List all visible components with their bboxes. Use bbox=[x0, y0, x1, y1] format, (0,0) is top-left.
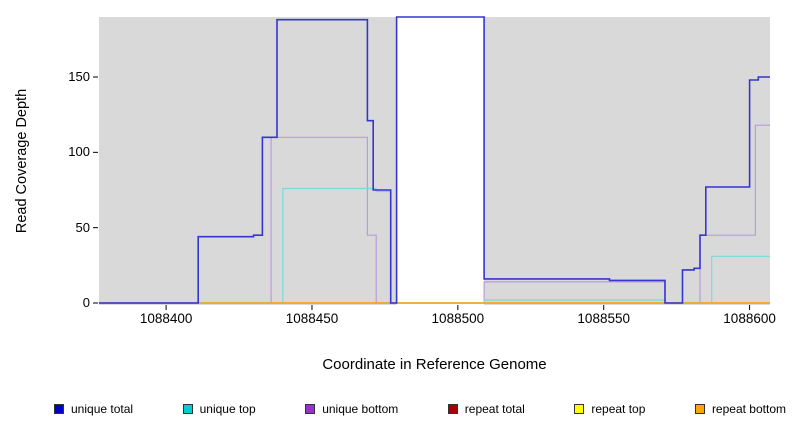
legend-item-unique-total: unique total bbox=[54, 402, 133, 416]
legend-swatch-unique-total bbox=[54, 404, 64, 414]
legend-item-unique-top: unique top bbox=[182, 402, 256, 416]
legend-swatch-repeat-total bbox=[447, 404, 458, 414]
y-tick-label: 50 bbox=[75, 219, 90, 235]
y-tick-label: 0 bbox=[82, 295, 90, 310]
x-tick-label: 1088550 bbox=[577, 311, 630, 326]
y-tick-label: 150 bbox=[68, 69, 90, 84]
x-tick-label: 1088450 bbox=[285, 311, 339, 326]
legend-swatch-unique-top bbox=[182, 404, 193, 414]
series-line-unique-total bbox=[99, 16, 770, 304]
legend-swatch-unique-bottom bbox=[305, 404, 316, 414]
legend-swatch-repeat-top bbox=[574, 404, 585, 414]
legend-item-repeat-bottom: repeat bottom bbox=[694, 402, 786, 416]
legend-label-repeat-bottom: repeat bottom bbox=[711, 402, 786, 416]
legend-label-unique-total: unique total bbox=[71, 402, 134, 416]
x-axis-label: Coordinate in Reference Genome bbox=[322, 356, 547, 373]
x-tick-label: 1088600 bbox=[723, 311, 776, 326]
legend: unique total unique top unique bottom repea… bbox=[54, 399, 786, 419]
legend-label-repeat-top: repeat top bbox=[591, 402, 646, 416]
legend-item-unique-bottom: unique bottom bbox=[305, 402, 398, 416]
legend-label-unique-top: unique top bbox=[199, 402, 256, 416]
legend-label-repeat-total: repeat total bbox=[464, 402, 525, 416]
x-tick-label: 1088500 bbox=[431, 311, 485, 326]
legend-label-unique-bottom: unique bottom bbox=[322, 402, 399, 416]
y-tick-label: 100 bbox=[68, 144, 90, 160]
unmasked-region bbox=[396, 17, 485, 305]
x-tick-label: 1088400 bbox=[139, 311, 193, 326]
legend-item-repeat-total: repeat total bbox=[447, 402, 525, 416]
y-axis-label: Read Coverage Depth bbox=[14, 88, 30, 234]
legend-swatch-repeat-bottom bbox=[694, 404, 705, 414]
legend-item-repeat-top: repeat top bbox=[574, 402, 645, 416]
series-line-unique-bottom bbox=[99, 124, 770, 304]
